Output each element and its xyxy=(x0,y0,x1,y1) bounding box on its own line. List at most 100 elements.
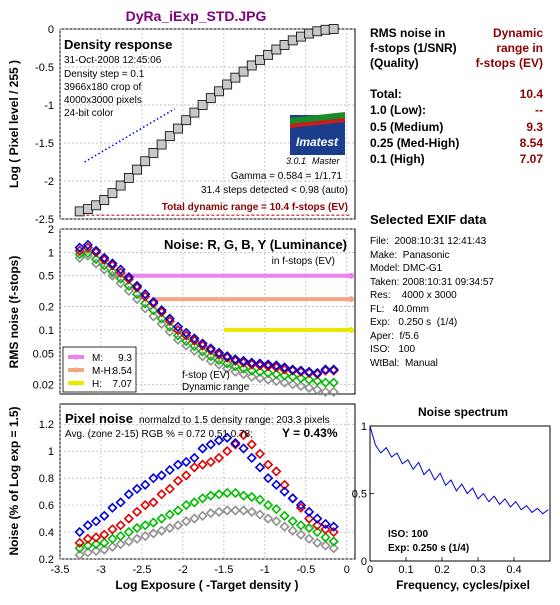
pixel-point-g xyxy=(271,503,282,515)
pixel-point-r xyxy=(74,537,85,548)
noise-point-b xyxy=(213,347,225,358)
noise-point-g xyxy=(246,365,257,376)
pixel-point-b xyxy=(205,439,216,450)
noise-point-y xyxy=(164,326,175,337)
logo-text: Imatest xyxy=(296,135,339,149)
pixel-point-b xyxy=(279,486,290,497)
noise-point-y xyxy=(123,285,134,296)
pixel-point-y xyxy=(107,541,118,553)
density-step-marker xyxy=(279,40,290,50)
noise-title: Noise: R, G, B, Y (Luminance) xyxy=(164,237,347,252)
noise-point-r xyxy=(148,298,159,309)
pixel-point-r xyxy=(164,483,175,495)
imatest-logo: Imatest 3.0.1 Master xyxy=(286,112,345,166)
pixel-y-tick-label: 0.8 xyxy=(39,473,54,485)
pixel-point-g xyxy=(181,499,192,511)
density-step-marker xyxy=(287,35,298,46)
pixel-x-ticks: -3.5 -3 -2.5 -2 -1.5 -1 -0.5 0 xyxy=(51,564,350,576)
pixel-point-g xyxy=(140,520,151,531)
pixel-point-b xyxy=(303,506,315,517)
pixel-point-g xyxy=(295,520,307,531)
density-y-tick-label: -2.5 xyxy=(35,214,54,226)
noise-y-tick-label: 0.2 xyxy=(39,302,54,314)
pixel-point-r xyxy=(320,524,331,535)
pixel-point-r xyxy=(131,506,143,517)
rms-row-value: 9.3 xyxy=(526,120,543,134)
pixel-point-g xyxy=(131,522,143,534)
pixel-point-g xyxy=(197,493,208,504)
density-fit-line xyxy=(84,108,176,163)
density-step-marker xyxy=(263,49,274,60)
pixel-point-b xyxy=(181,456,192,468)
pixel-point-y xyxy=(320,540,331,551)
noise-point-g xyxy=(312,375,323,387)
noise-point-g xyxy=(99,260,110,271)
noise-point-b xyxy=(238,355,249,367)
logo-edition: Master xyxy=(312,156,341,166)
density-step-marker xyxy=(214,86,224,97)
pixel-point-y xyxy=(172,520,184,531)
noise-point-y xyxy=(222,363,233,374)
noise-y-tick-label: 0.05 xyxy=(33,348,54,360)
density-step-marker xyxy=(320,24,331,35)
logo-red-band xyxy=(290,118,345,128)
pixel-marks xyxy=(74,429,339,561)
pixel-point-b xyxy=(287,493,298,504)
pixel-point-y xyxy=(197,510,208,522)
noise-point-y xyxy=(131,293,143,305)
noise-point-y xyxy=(189,345,200,356)
noise-point-b xyxy=(99,252,110,263)
noise-point-y xyxy=(230,366,241,377)
rms-row-label: 0.1 (High) xyxy=(370,152,425,166)
spectrum-y-tick-label: 0 xyxy=(361,556,367,568)
noise-point-y xyxy=(90,258,102,269)
noise-point-b xyxy=(205,343,216,354)
pixel-point-y xyxy=(90,545,102,557)
pixel-point-g xyxy=(189,497,200,508)
pixel-point-r xyxy=(271,466,282,477)
pixel-point-b xyxy=(156,470,167,481)
pixel-point-r xyxy=(230,439,241,450)
density-date: 31-Oct-2008 12:45:06 xyxy=(64,55,162,66)
noise-point-b xyxy=(312,367,323,379)
density-step-marker xyxy=(205,93,216,104)
noise-point-b xyxy=(107,258,118,269)
density-step-marker xyxy=(99,195,110,205)
density-step-marker xyxy=(181,115,192,126)
dr-header-2: range in xyxy=(496,41,543,55)
density-panel: 0 -0.5 -1 -1.5 -2 -2.5 Log ( Pixel level / 25… xyxy=(7,24,356,226)
density-y-tick-label: -2 xyxy=(44,176,54,188)
noise-y-tick-label: 0.5 xyxy=(39,271,54,283)
noise-point-g xyxy=(107,266,118,278)
noise-point-y xyxy=(213,359,225,370)
spectrum-y-ticks: 10.50 xyxy=(352,421,374,568)
noise-point-y xyxy=(254,373,266,384)
pixel-point-r xyxy=(222,446,233,457)
pixel-point-y xyxy=(287,525,298,536)
pixel-point-g xyxy=(230,487,241,499)
pixel-point-g xyxy=(263,499,274,511)
pixel-point-y xyxy=(263,513,274,524)
noise-point-b xyxy=(287,364,298,375)
spectrum-x-label: Frequency, cycles/pixel xyxy=(396,578,530,592)
spectrum-marks xyxy=(369,425,549,515)
pixel-y-label: Noise (% of Log exp = 1.5) xyxy=(7,406,21,555)
density-gamma: Gamma = 0.584 = 1/1.71 xyxy=(231,171,343,182)
density-step: Density step = 0.1 xyxy=(64,69,145,80)
dr-header-3: f-stops (EV) xyxy=(475,56,543,70)
density-step-marker xyxy=(246,60,257,71)
pixel-point-g xyxy=(246,491,257,503)
noise-point-b xyxy=(295,365,307,376)
density-step-marker xyxy=(255,55,265,66)
rms-row-value: 10.4 xyxy=(519,87,543,101)
noise-legend-dot xyxy=(73,367,79,373)
pixel-point-r xyxy=(82,533,93,544)
pixel-point-g xyxy=(148,517,159,528)
pixel-point-g xyxy=(164,509,175,520)
pixel-point-r xyxy=(140,499,151,511)
rms-header-1: RMS noise in xyxy=(370,26,446,40)
rms-row-label: 0.5 (Medium) xyxy=(370,120,444,134)
exif-row: Res: 4000 x 3000 xyxy=(370,290,457,301)
